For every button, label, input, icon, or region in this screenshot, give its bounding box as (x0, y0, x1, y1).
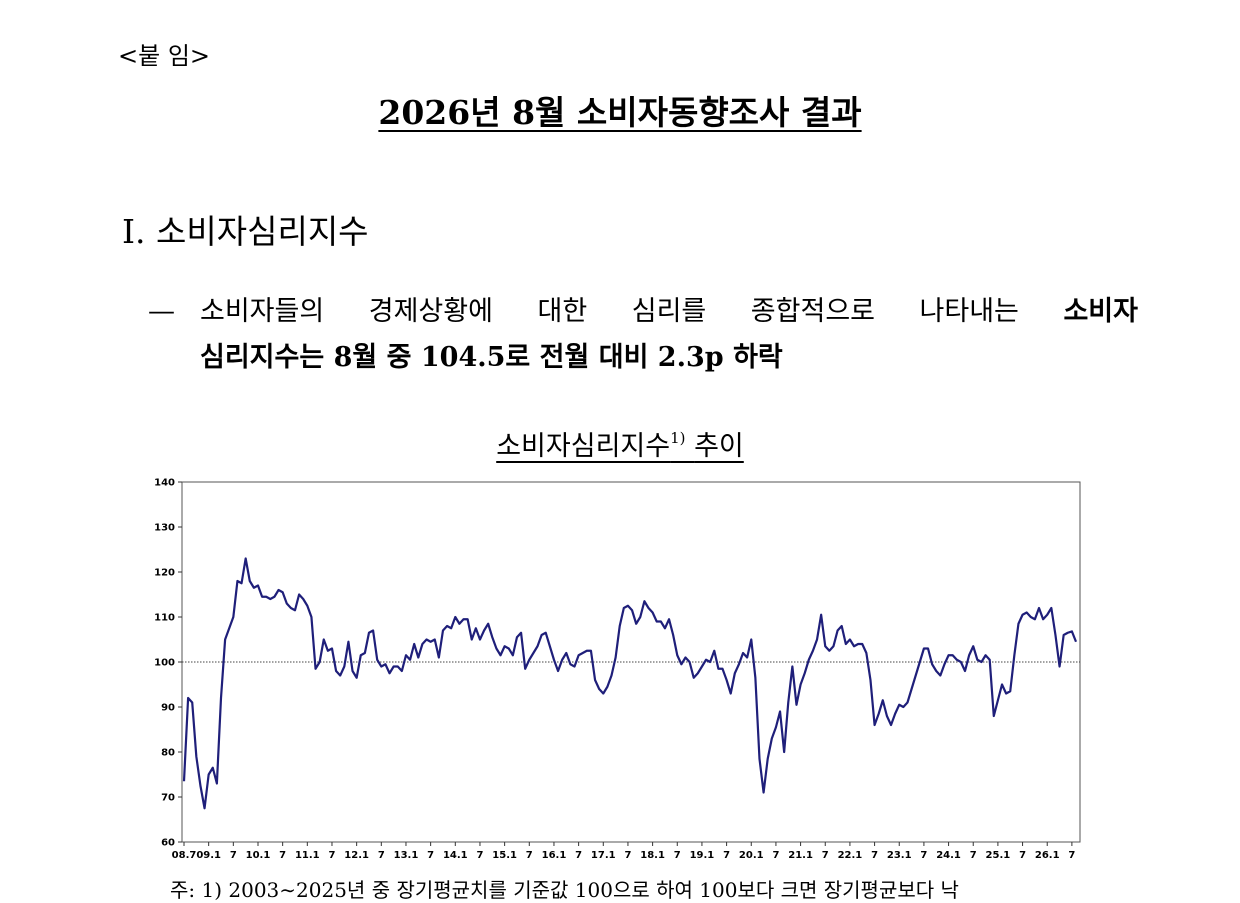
x-tick-label: 7 (427, 850, 434, 861)
y-tick-label: 130 (154, 523, 175, 534)
footnote: 주: 1) 2003∼2025년 중 장기평균치를 기준값 100으로 하여 1… (170, 878, 959, 902)
x-tick-label: 09.1 (196, 850, 221, 861)
x-tick-label: 7 (575, 850, 582, 861)
x-tick-label: 16.1 (542, 850, 567, 861)
x-tick-label: 7 (476, 850, 483, 861)
x-tick-label: 08.7 (172, 850, 197, 861)
y-tick-label: 80 (161, 748, 175, 759)
x-tick-label: 7 (723, 850, 730, 861)
x-tick-label: 23.1 (887, 850, 912, 861)
attachment-label: <붙 임> (118, 42, 211, 70)
x-tick-label: 7 (822, 850, 829, 861)
series-line-consumer-sentiment-index (182, 557, 1078, 810)
x-tick-label: 11.1 (295, 850, 320, 861)
bullet-line-1: 소비자들의 경제상황에 대한 심리를 종합적으로 나타내는 소비자 (200, 290, 1138, 334)
chart-title-underlined: 소비자심리지수1) 추이 (496, 429, 744, 462)
x-tick-label: 20.1 (739, 850, 764, 861)
x-tick-label: 12.1 (344, 850, 369, 861)
x-tick-label: 19.1 (690, 850, 715, 861)
x-tick-label: 7 (674, 850, 681, 861)
chart-title-footnote-mark: 1) (670, 429, 686, 447)
x-tick-label: 7 (772, 850, 779, 861)
consumer-sentiment-line-chart: 60 70 80 90 100 110 120 130 140 08.7 09.1 7 10.1 7 11.… (154, 478, 1081, 861)
x-tick-label: 7 (624, 850, 631, 861)
x-tick-label: 24.1 (936, 850, 961, 861)
chart-title-suffix: 추이 (694, 431, 744, 462)
x-tick-label: 25.1 (986, 850, 1011, 861)
bullet-dash: — (148, 296, 175, 327)
x-tick-label: 21.1 (788, 850, 813, 861)
y-tick-label: 100 (154, 658, 175, 669)
bullet-line-2: 심리지수는 8월 중 104.5로 전월 대비 2.3p 하락 (200, 342, 783, 373)
x-tick-label: 7 (230, 850, 237, 861)
x-tick-label: 13.1 (394, 850, 419, 861)
x-tick-label: 22.1 (838, 850, 863, 861)
bullet-line-1-text: 소비자들의 경제상황에 대한 심리를 종합적으로 나타내는 (200, 296, 1019, 327)
x-tick-label: 18.1 (640, 850, 665, 861)
x-tick-label: 10.1 (246, 850, 271, 861)
y-tick-label: 60 (161, 838, 175, 849)
x-tick-label: 14.1 (443, 850, 468, 861)
x-tick-label: 7 (970, 850, 977, 861)
y-tick-label: 120 (154, 568, 175, 579)
chart-title-main: 소비자심리지수 (496, 431, 671, 462)
x-tick-label: 7 (920, 850, 927, 861)
x-tick-label: 7 (871, 850, 878, 861)
document-title: 2026년 8월 소비자동향조사 결과 (378, 93, 862, 132)
section-heading: Ⅰ. 소비자심리지수 (122, 212, 369, 251)
y-tick-label: 110 (154, 613, 175, 624)
x-tick-label: 7 (328, 850, 335, 861)
x-tick-label: 7 (1019, 850, 1026, 861)
document-title-wrap: 2026년 8월 소비자동향조사 결과 (0, 86, 1240, 134)
x-tick-label: 17.1 (591, 850, 616, 861)
x-tick-label: 7 (279, 850, 286, 861)
x-tick-label: 7 (378, 850, 385, 861)
bullet-line-1-bold: 소비자 (1063, 296, 1138, 327)
y-tick-label: 140 (154, 478, 175, 489)
chart-title: 소비자심리지수1) 추이 (0, 424, 1240, 463)
x-tick-label: 7 (526, 850, 533, 861)
y-tick-label: 90 (161, 703, 175, 714)
x-tick-label: 7 (1068, 850, 1075, 861)
x-tick-label: 15.1 (492, 850, 517, 861)
y-tick-label: 70 (161, 793, 175, 804)
x-tick-label: 26.1 (1035, 850, 1060, 861)
